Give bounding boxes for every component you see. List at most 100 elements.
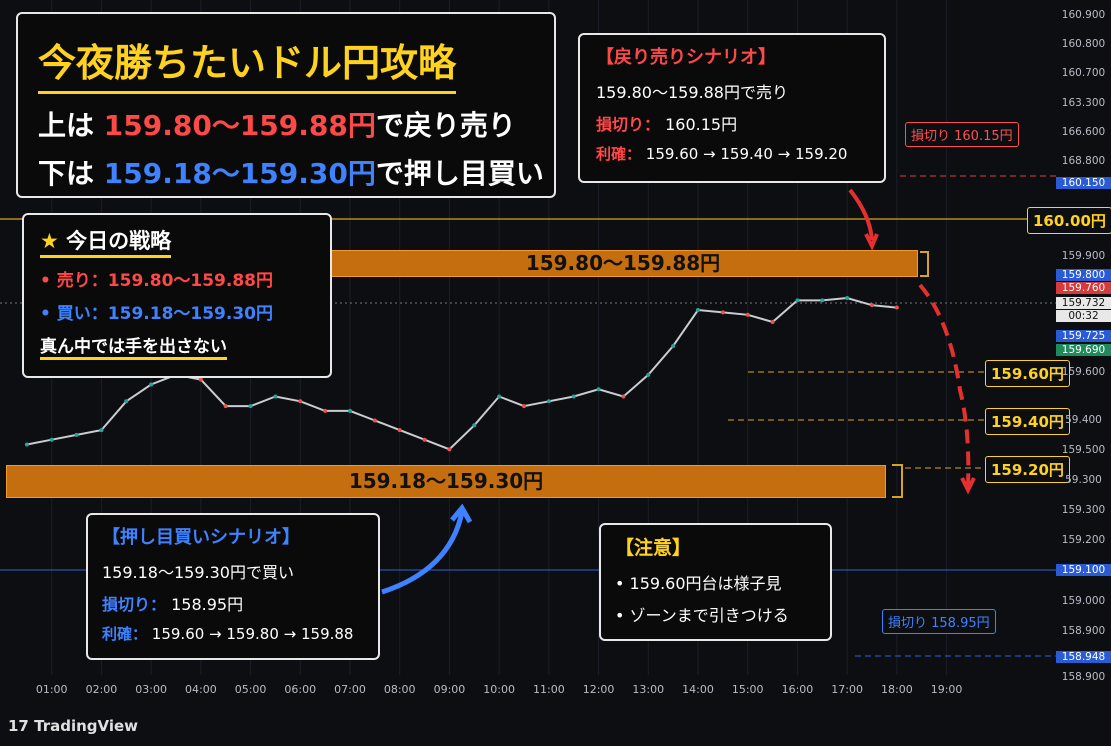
price-point — [621, 394, 626, 399]
box-title: 【戻り売りシナリオ】 — [596, 47, 776, 68]
label: 利確： — [596, 145, 642, 163]
x-tick-label: 17:00 — [831, 683, 863, 696]
text: 下は — [38, 157, 95, 190]
price-point — [745, 312, 750, 317]
axis-label: 160.900 — [1061, 9, 1106, 21]
x-tick-label: 03:00 — [135, 683, 167, 696]
arrow — [381, 511, 465, 595]
target-tag: 159.60円 — [985, 360, 1070, 387]
label: 損切り： — [596, 115, 661, 134]
entry: 159.80～159.88円で売り — [596, 83, 788, 102]
axis-label: 59.400 — [1065, 414, 1102, 426]
value: 158.95円 — [171, 595, 244, 614]
stop-tag: 損切り 160.15円 — [905, 122, 1019, 147]
axis-label: 168.800 — [1061, 155, 1106, 167]
price-point — [248, 404, 253, 409]
title: 今夜勝ちたいドル円攻略 — [38, 32, 457, 94]
price-point — [845, 295, 850, 300]
price-point — [348, 408, 352, 413]
price-point — [273, 394, 278, 399]
x-tick-label: 06:00 — [284, 683, 317, 696]
text: で戻り売り — [375, 109, 516, 142]
price-point — [522, 404, 526, 409]
stop: 損切り： 160.15円 — [596, 111, 868, 135]
take-profit: 利確： 159.60 → 159.40 → 159.20 — [596, 143, 868, 164]
axis-label: 160.800 — [1061, 38, 1106, 50]
price-range: 159.80～159.88円 — [103, 109, 376, 142]
text: 売り：159.80～159.88円 — [56, 271, 273, 291]
price-point — [720, 310, 725, 315]
price-point — [323, 408, 328, 413]
price-point — [124, 399, 129, 404]
header-box: 今夜勝ちたいドル円攻略 上は 159.80～159.88円で戻り売り 下は 15… — [16, 12, 556, 198]
strategy-box: ★ 今日の戦略 • 売り：159.80～159.88円 • 買い：159.18～… — [22, 213, 332, 378]
price-range: 159.18～159.30円 — [103, 157, 376, 190]
x-tick-label: 01:00 — [35, 683, 68, 696]
value: 160.15円 — [665, 115, 738, 134]
x-tick-label: 08:00 — [383, 683, 416, 696]
price-point — [770, 319, 775, 324]
price-point — [372, 418, 377, 423]
item: • 159.60円台は様子見 — [615, 574, 782, 593]
text: 159.60円台は様子見 — [629, 574, 782, 593]
price-point — [397, 428, 402, 433]
x-tick-label: 07:00 — [334, 683, 366, 696]
stop: 損切り： 158.95円 — [102, 591, 364, 615]
axis-label: 159.732 — [1056, 297, 1111, 309]
price-point — [447, 447, 452, 452]
x-tick-label: 19:00 — [930, 683, 963, 696]
arrow-head — [450, 503, 473, 524]
buy-zone: 159.18～159.30円 — [6, 465, 886, 498]
take-profit: 利確： 159.60 → 159.80 → 159.88 — [102, 623, 364, 644]
label: 損切り： — [102, 595, 167, 614]
sell-box: 【戻り売りシナリオ】 159.80～159.88円で売り 損切り： 160.15… — [578, 33, 886, 183]
axis-label: 159.500 — [1061, 444, 1106, 456]
axis-label: 159.725 — [1056, 330, 1111, 342]
x-tick-label: 10:00 — [483, 683, 515, 696]
axis-label: 159.600 — [1061, 366, 1106, 378]
x-tick-label: 13:00 — [632, 683, 665, 696]
price-point — [298, 399, 303, 404]
axis-label: 159.900 — [1061, 250, 1106, 262]
buy-box: 【押し目買いシナリオ】 159.18～159.30円で買い 損切り： 158.9… — [86, 513, 380, 660]
arrow-head — [960, 477, 976, 495]
label: 利確： — [102, 625, 148, 643]
price-point — [696, 307, 700, 312]
axis-label: 159.800 — [1056, 269, 1111, 281]
price-point — [472, 423, 477, 428]
level-tag: 160.00円 — [1027, 207, 1111, 234]
zone-label: 159.18～159.30円 — [348, 469, 544, 493]
x-tick-label: 09:00 — [433, 683, 466, 696]
price-point — [646, 372, 651, 377]
axis-label: 166.600 — [1061, 126, 1106, 138]
axis-label: 159.100 — [1056, 564, 1111, 576]
axis-label: 158.948 — [1056, 651, 1111, 663]
price-point — [198, 377, 203, 382]
price-point — [223, 404, 228, 409]
x-tick-label: 04:00 — [184, 683, 217, 696]
text: ゾーンまで引きつける — [629, 606, 789, 625]
text: で押し目買い — [375, 157, 544, 190]
price-point — [99, 428, 104, 433]
price-point — [546, 399, 551, 404]
x-tick-label: 16:00 — [781, 683, 814, 696]
entry: 159.18～159.30円で買い — [102, 563, 294, 582]
box-title: 【注意】 — [615, 537, 692, 559]
box-title: 【押し目買いシナリオ】 — [102, 527, 300, 548]
x-tick-label: 02:00 — [85, 683, 118, 696]
brand: TradingView — [34, 717, 139, 735]
value: 159.60 → 159.80 → 159.88 — [151, 625, 354, 643]
price-point — [596, 387, 601, 392]
axis-label: 158.900 — [1061, 671, 1106, 683]
sell-zone: 159.80～159.88円 — [328, 250, 918, 277]
text: 買い：159.18～159.30円 — [56, 304, 273, 324]
price-point — [571, 394, 576, 399]
axis-label: 160.150 — [1056, 177, 1111, 189]
axis-label: 158.900 — [1061, 625, 1106, 637]
price-point — [795, 298, 800, 303]
x-tick-label: 15:00 — [731, 683, 764, 696]
arrow-head — [864, 233, 879, 251]
price-point — [497, 394, 502, 399]
text: 上は — [38, 109, 95, 142]
